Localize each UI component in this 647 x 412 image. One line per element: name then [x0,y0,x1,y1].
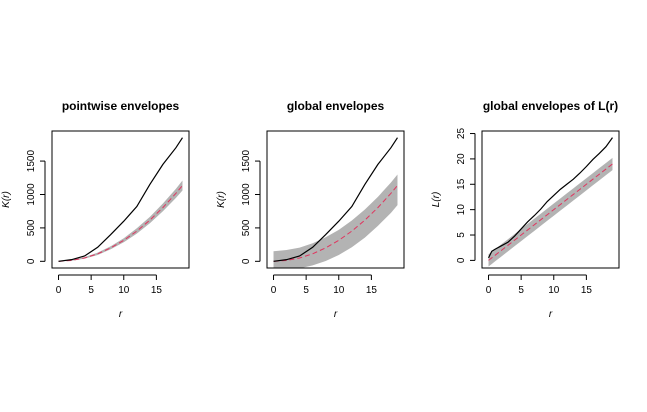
observed-line [487,137,613,259]
panel-3: 0 5 10 15 0 5 10 15 20 25 global envelopes of L(r)… [431,99,620,320]
x-axis: 0 5 10 15 [271,274,378,296]
x-tick-label: 5 [518,285,524,296]
y-axis: 0 5 10 15 20 25 [456,128,476,263]
plot-frame [266,130,405,269]
x-axis-label: r [549,309,553,320]
y-tick-label: 1000 [26,183,37,206]
plot-frame [481,130,620,269]
chart-title: pointwise envelopes [62,99,180,113]
x-tick-label: 15 [151,285,163,296]
theoretical-line [488,163,613,261]
y-tick-label: 10 [456,204,467,216]
theoretical-line [58,185,183,262]
plot-area [58,137,183,262]
y-tick-label: 0 [456,257,467,263]
y-tick-label: 1500 [26,150,37,173]
y-tick-label: 5 [456,232,467,238]
y-axis-label: K(r) [1,191,12,208]
panel-1: 0 5 10 15 0 500 1000 1500 pointwise envelopes r K(… [1,99,190,320]
y-tick-label: 0 [26,258,37,264]
y-tick-label: 1500 [241,150,252,173]
x-tick-label: 0 [271,285,277,296]
x-tick-label: 10 [118,285,130,296]
envelope-band [488,157,613,267]
y-tick-label: 15 [456,178,467,190]
envelope-band [273,174,398,268]
plot-area [487,137,613,267]
y-axis: 0 500 1000 1500 [241,150,261,264]
observed-line [58,137,183,262]
x-tick-label: 0 [56,285,62,296]
x-tick-label: 15 [366,285,378,296]
panel-2: 0 5 10 15 0 500 1000 1500 global envelopes r K(r) [216,99,405,320]
plot-frame [51,130,190,269]
x-axis-label: r [334,309,338,320]
y-tick-label: 20 [456,153,467,165]
x-tick-label: 5 [88,285,94,296]
y-axis-label: K(r) [216,191,227,208]
y-tick-label: 25 [456,128,467,140]
x-tick-label: 10 [333,285,345,296]
y-axis-label: L(r) [431,192,442,208]
y-tick-label: 500 [26,219,37,236]
x-axis-label: r [119,309,123,320]
y-tick-label: 0 [241,258,252,264]
y-axis: 0 500 1000 1500 [26,150,46,264]
plot-area [273,137,398,268]
x-axis: 0 5 10 15 [486,274,593,296]
x-tick-label: 15 [581,285,593,296]
x-tick-label: 0 [486,285,492,296]
observed-line [273,137,398,262]
chart-title: global envelopes [287,99,385,113]
envelope-band [58,180,183,262]
y-tick-label: 500 [241,219,252,236]
x-axis: 0 5 10 15 [56,274,163,296]
y-tick-label: 1000 [241,183,252,206]
chart-title: global envelopes of L(r) [483,99,618,113]
x-tick-label: 10 [548,285,560,296]
x-tick-label: 5 [303,285,309,296]
